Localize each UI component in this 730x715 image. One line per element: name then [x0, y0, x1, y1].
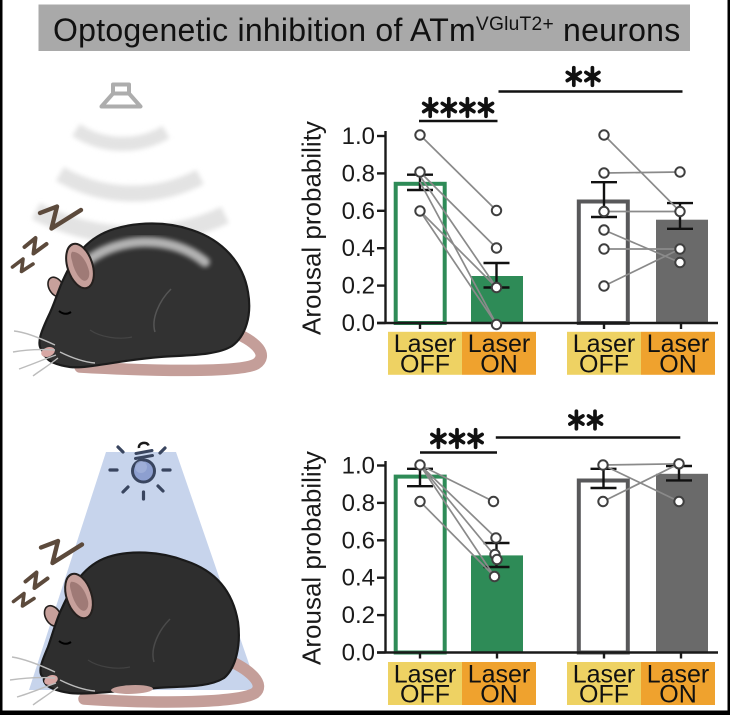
- svg-text:Arousal probability: Arousal probability: [297, 121, 327, 335]
- svg-text:Laser: Laser: [468, 330, 531, 358]
- svg-text:0.6: 0.6: [342, 527, 375, 554]
- svg-text:OFF: OFF: [400, 681, 450, 709]
- svg-text:Laser: Laser: [468, 660, 531, 688]
- svg-text:Laser: Laser: [394, 330, 457, 358]
- svg-text:ON: ON: [480, 681, 518, 709]
- svg-text:0.8: 0.8: [342, 160, 375, 187]
- svg-text:ON: ON: [659, 350, 697, 378]
- svg-text:0.2: 0.2: [342, 602, 375, 629]
- svg-text:Optogenetic inhibition of ATmV: Optogenetic inhibition of ATmVGluT2+ neu…: [53, 12, 680, 48]
- svg-text:ON: ON: [480, 350, 518, 378]
- svg-text:0.2: 0.2: [342, 273, 375, 300]
- svg-text:Arousal probability: Arousal probability: [297, 451, 327, 665]
- svg-text:Laser: Laser: [573, 660, 636, 688]
- svg-text:0.6: 0.6: [342, 198, 375, 225]
- svg-text:1.0: 1.0: [342, 123, 375, 150]
- svg-text:ON: ON: [659, 681, 697, 709]
- svg-text:0.4: 0.4: [342, 235, 375, 262]
- svg-text:Laser: Laser: [647, 660, 710, 688]
- svg-text:Laser: Laser: [573, 330, 636, 358]
- svg-text:OFF: OFF: [579, 681, 629, 709]
- svg-text:0.0: 0.0: [342, 310, 375, 337]
- svg-text:1.0: 1.0: [342, 453, 375, 480]
- svg-text:Laser: Laser: [394, 660, 457, 688]
- svg-text:OFF: OFF: [400, 350, 450, 378]
- svg-text:Laser: Laser: [647, 330, 710, 358]
- svg-text:0.4: 0.4: [342, 565, 375, 592]
- svg-text:0.8: 0.8: [342, 490, 375, 517]
- svg-text:OFF: OFF: [579, 350, 629, 378]
- svg-text:0.0: 0.0: [342, 640, 375, 667]
